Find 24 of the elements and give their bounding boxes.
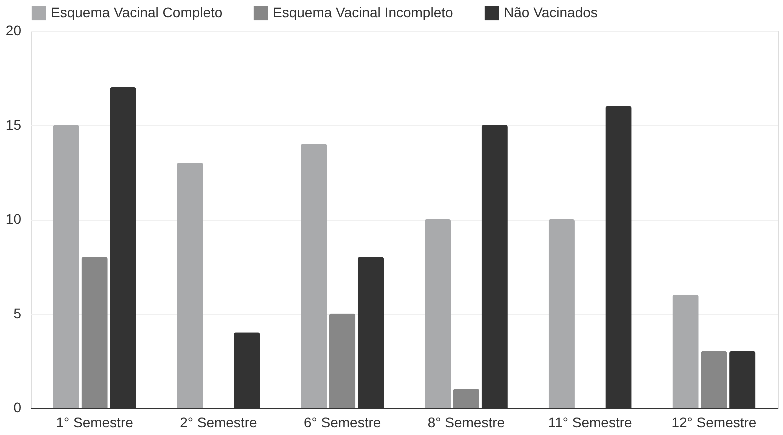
y-tick-label: 10 <box>6 211 22 227</box>
y-tick-label: 0 <box>14 400 22 416</box>
bar <box>672 294 699 408</box>
y-tick-label: 15 <box>6 116 22 133</box>
x-tick-label: 6° Semestre <box>304 414 382 430</box>
bar <box>453 389 480 408</box>
x-tick-label: 1° Semestre <box>56 414 134 430</box>
x-tick-label: 11° Semestre <box>548 414 632 430</box>
bar <box>177 162 204 408</box>
bar <box>53 125 80 408</box>
bar <box>424 220 452 408</box>
x-tick-label: 12° Semestre <box>672 414 757 430</box>
x-tick-label: 2° Semestre <box>180 414 258 430</box>
bar <box>301 144 328 408</box>
y-tick-label: 5 <box>14 305 22 322</box>
bar <box>329 314 356 408</box>
bar <box>82 257 108 408</box>
legend-label: Não Vacinados <box>504 4 598 20</box>
x-tick-label: 8° Semestre <box>428 414 506 430</box>
y-tick-label: 20 <box>6 22 22 38</box>
legend-label: Esquema Vacinal Incompleto <box>273 4 454 20</box>
legend-label: Esquema Vacinal Completo <box>51 4 223 20</box>
bar <box>701 351 728 408</box>
bar <box>548 220 575 408</box>
